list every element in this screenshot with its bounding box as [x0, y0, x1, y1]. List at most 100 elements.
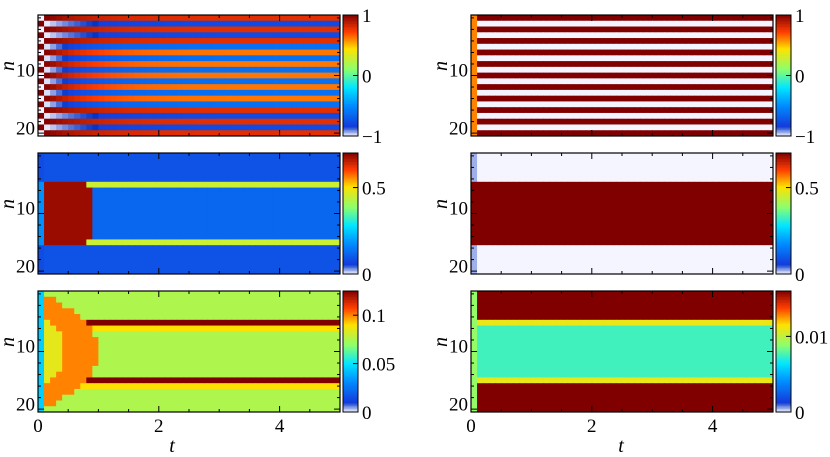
- heatmap-cell: [273, 262, 281, 269]
- heatmap-cell: [195, 262, 202, 269]
- heatmap-cell: [327, 210, 335, 217]
- heatmap-cell: [116, 268, 124, 275]
- heatmap-cell: [261, 20, 268, 27]
- heatmap-cell: [128, 268, 136, 275]
- heatmap-cell: [471, 118, 478, 125]
- heatmap-cell: [182, 222, 190, 229]
- heatmap-cell: [146, 268, 154, 275]
- heatmap-cell: [628, 66, 635, 74]
- heatmap-cell: [128, 170, 136, 177]
- heatmap-cell: [754, 170, 762, 177]
- heatmap-cell: [555, 245, 563, 252]
- heatmap-cell: [730, 89, 738, 97]
- heatmap-cell: [495, 89, 502, 97]
- heatmap-cell: [507, 32, 514, 39]
- heatmap-cell: [243, 15, 250, 22]
- heatmap-cell: [176, 193, 184, 200]
- heatmap-cell: [321, 181, 329, 189]
- colorbar-segment: [776, 190, 791, 193]
- heatmap-cell: [207, 89, 214, 97]
- heatmap-cell: [694, 107, 701, 114]
- heatmap-cell: [249, 101, 256, 108]
- heatmap-cell: [255, 61, 262, 68]
- heatmap-cell: [670, 101, 677, 108]
- heatmap-cell: [501, 233, 508, 240]
- heatmap-cell: [525, 124, 532, 131]
- heatmap-cell: [531, 107, 538, 114]
- heatmap-cell: [189, 291, 196, 298]
- heatmap-cell: [170, 38, 178, 45]
- heatmap-cell: [273, 118, 281, 125]
- heatmap-cell: [80, 43, 87, 51]
- heatmap-cell: [309, 72, 317, 79]
- heatmap-cell: [128, 193, 136, 200]
- heatmap-cell: [285, 187, 293, 194]
- heatmap-cell: [682, 78, 689, 85]
- heatmap-cell: [303, 296, 311, 303]
- heatmap-cell: [213, 158, 220, 165]
- heatmap-cell: [213, 314, 220, 321]
- heatmap-cell: [122, 72, 130, 79]
- heatmap-cell: [309, 256, 317, 263]
- heatmap-cell: [86, 15, 93, 22]
- heatmap-cell: [597, 118, 605, 125]
- heatmap-cell: [754, 233, 762, 240]
- colorbar-segment: [776, 184, 791, 187]
- heatmap-cell: [646, 181, 653, 189]
- heatmap-cell: [255, 210, 262, 217]
- heatmap-cell: [68, 130, 75, 137]
- heatmap-cell: [225, 239, 232, 246]
- heatmap-cell: [261, 291, 268, 298]
- heatmap-cell: [609, 26, 617, 33]
- heatmap-cell: [676, 84, 683, 91]
- heatmap-cell: [555, 250, 563, 258]
- heatmap-cell: [164, 101, 172, 108]
- colorbar-segment: [343, 113, 358, 116]
- heatmap-cell: [237, 204, 244, 212]
- heatmap-cell: [609, 245, 617, 252]
- heatmap-cell: [68, 26, 75, 33]
- heatmap-cell: [676, 164, 683, 171]
- heatmap-cell: [92, 245, 99, 252]
- heatmap-cell: [110, 124, 117, 131]
- heatmap-cell: [104, 216, 111, 223]
- colorbar-segment: [343, 46, 358, 49]
- heatmap-cell: [519, 49, 526, 56]
- heatmap-cell: [285, 66, 293, 74]
- heatmap-cell: [44, 26, 51, 33]
- heatmap-cell: [86, 268, 93, 275]
- heatmap-cell: [549, 26, 557, 33]
- heatmap-cell: [267, 233, 275, 240]
- heatmap-cell: [237, 262, 244, 269]
- heatmap-cell: [309, 26, 317, 33]
- heatmap-cell: [86, 130, 93, 137]
- heatmap-cell: [573, 78, 581, 85]
- heatmap-cell: [158, 95, 166, 102]
- heatmap-cell: [98, 181, 105, 189]
- heatmap-cell: [634, 38, 641, 45]
- heatmap-cell: [507, 216, 514, 223]
- heatmap-cell: [543, 72, 550, 79]
- heatmap-cell: [86, 291, 93, 298]
- heatmap-cell: [152, 49, 160, 56]
- heatmap-cell: [670, 112, 677, 120]
- heatmap-cell: [56, 268, 63, 275]
- heatmap-cell: [543, 20, 550, 27]
- heatmap-cell: [285, 193, 293, 200]
- heatmap-cell: [231, 256, 238, 263]
- heatmap-cell: [694, 95, 701, 102]
- heatmap-cell: [531, 61, 538, 68]
- colorbar-segment: [776, 31, 791, 34]
- heatmap-cell: [603, 268, 611, 275]
- heatmap-cell: [591, 210, 599, 217]
- heatmap-cell: [736, 107, 744, 114]
- colorbar-row1-right: −101: [775, 6, 815, 148]
- heatmap-cell: [134, 256, 142, 263]
- heatmap-cell: [231, 89, 238, 97]
- colorbar-segment: [343, 99, 358, 102]
- heatmap-cell: [104, 95, 111, 102]
- heatmap-cell: [471, 107, 478, 114]
- heatmap-cell: [146, 233, 154, 240]
- heatmap-cell: [609, 256, 617, 263]
- heatmap-cell: [622, 78, 629, 85]
